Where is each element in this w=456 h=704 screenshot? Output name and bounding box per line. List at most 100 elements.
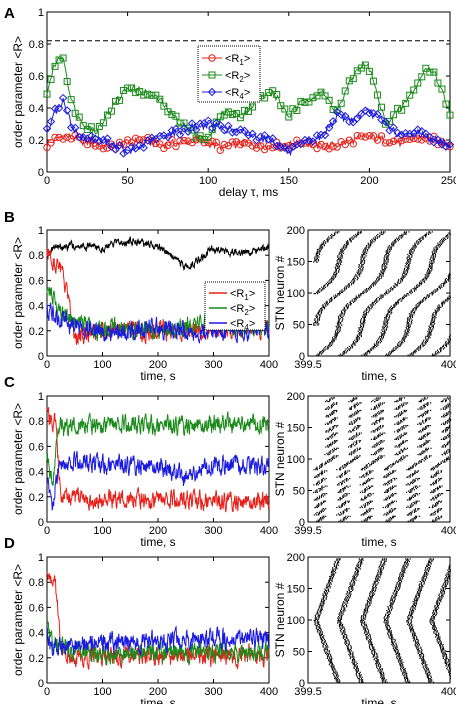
spike-dot	[362, 681, 364, 683]
spike-dot	[401, 299, 403, 301]
spike-dot	[376, 280, 378, 282]
spike-dot	[375, 343, 377, 345]
spike-dot	[433, 520, 435, 522]
spike-dot	[380, 457, 382, 459]
spike-dot	[404, 272, 406, 274]
spike-dot	[375, 344, 377, 346]
spike-dot	[349, 407, 351, 409]
spike-dot	[436, 472, 438, 475]
spike-dot	[450, 412, 452, 414]
spike-dot	[437, 518, 439, 520]
spike-dot	[381, 679, 383, 681]
spike-dot	[405, 402, 407, 404]
spike-dot	[407, 262, 409, 264]
spike-dot	[423, 460, 425, 462]
spike-dot	[334, 435, 336, 437]
spike-dot	[410, 613, 412, 615]
spike-dot	[350, 281, 352, 283]
spike-dot	[328, 664, 330, 666]
series-point-a-2	[147, 133, 156, 142]
spike-dot	[392, 645, 394, 647]
spike-dot	[383, 455, 385, 457]
spike-dot	[365, 482, 367, 485]
series-point-a-0	[123, 136, 132, 144]
spike-dot	[347, 501, 350, 503]
spike-dot	[360, 318, 363, 320]
spike-dot	[360, 293, 362, 295]
spike-dot	[370, 240, 372, 242]
spike-dot	[353, 343, 355, 345]
spike-dot	[417, 640, 419, 642]
spike-dot	[399, 662, 401, 664]
spike-dot	[379, 295, 381, 297]
spike-dot	[379, 338, 382, 340]
spike-dot	[427, 233, 430, 235]
spike-dot	[402, 403, 404, 405]
spike-dot	[390, 472, 392, 475]
spike-dot	[343, 495, 345, 497]
spike-dot	[323, 643, 325, 646]
series-point-a-1	[192, 134, 200, 142]
spike-dot	[372, 285, 374, 287]
spike-dot	[365, 251, 367, 253]
spike-dot	[341, 247, 343, 249]
spike-dot	[382, 295, 384, 297]
spike-dot	[404, 294, 406, 296]
spike-dot	[366, 351, 368, 353]
spike-dot	[395, 240, 397, 242]
panel-label-c: C	[4, 374, 15, 391]
spike-dot	[409, 315, 411, 317]
spike-dot	[398, 399, 400, 401]
spike-dot	[402, 435, 405, 437]
spike-dot	[355, 666, 357, 668]
spike-dot	[377, 344, 379, 346]
spike-dot	[318, 616, 320, 618]
spike-dot	[335, 325, 337, 327]
spike-dot	[434, 256, 436, 258]
series-point-a-2	[441, 142, 451, 151]
spike-dot	[438, 517, 440, 519]
spike-dot	[443, 649, 445, 651]
spike-dot	[419, 414, 421, 417]
spike-dot	[440, 646, 442, 648]
spike-dot	[377, 665, 380, 667]
spike-dot	[356, 425, 358, 427]
spike-dot	[382, 417, 384, 419]
spike-dot	[357, 339, 359, 341]
spike-dot	[416, 647, 418, 649]
spike-dot	[314, 259, 316, 261]
spike-dot	[351, 422, 353, 424]
spike-dot	[403, 231, 406, 233]
spike-dot	[411, 466, 413, 468]
spike-dot	[346, 637, 348, 639]
spike-dot	[400, 436, 402, 438]
spike-dot	[333, 674, 335, 676]
spike-dot	[342, 632, 344, 634]
spike-dot	[400, 399, 402, 401]
spike-dot	[364, 506, 366, 509]
spike-dot	[387, 481, 390, 483]
spike-dot	[343, 494, 345, 496]
spike-dot	[412, 309, 414, 311]
spike-dot	[393, 304, 395, 306]
spike-dot	[419, 241, 421, 243]
spike-dot	[356, 432, 358, 434]
spike-dot	[356, 404, 358, 406]
spike-dot	[440, 493, 442, 495]
series-point-a-1	[442, 100, 450, 108]
spike-dot	[320, 313, 322, 315]
spike-dot	[358, 680, 360, 682]
spike-dot	[402, 666, 405, 668]
spike-dot	[443, 423, 445, 425]
spike-dot	[448, 277, 450, 280]
spike-dot	[377, 296, 379, 298]
spike-dot	[407, 334, 409, 336]
y-tick-label-a: 0.4	[29, 103, 44, 115]
spike-dot	[351, 237, 353, 239]
spike-dot	[381, 678, 383, 680]
series-point-a-2	[292, 140, 302, 149]
spike-dot	[424, 411, 426, 413]
spike-dot	[422, 661, 424, 663]
spike-dot	[378, 451, 380, 453]
